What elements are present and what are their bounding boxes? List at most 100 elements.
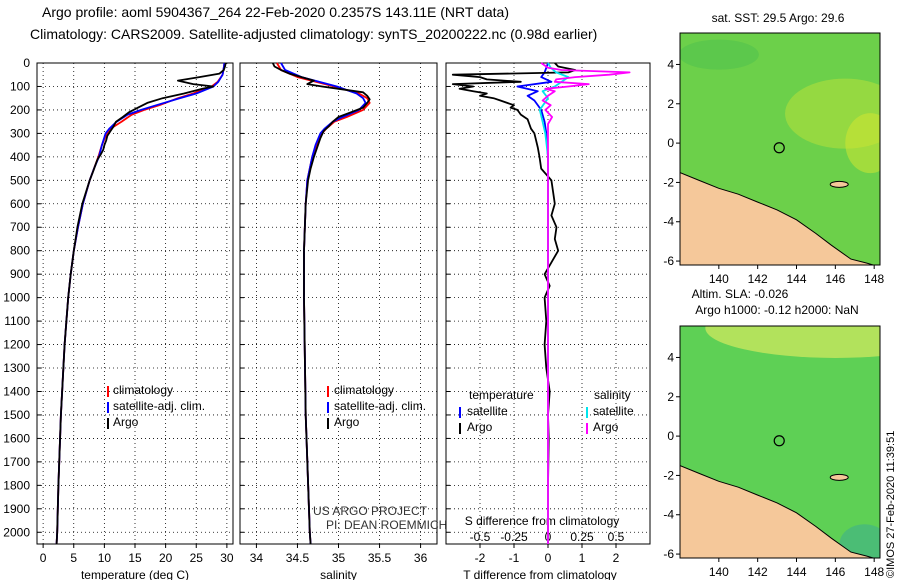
map-content-map-sla bbox=[680, 326, 880, 558]
x-axis-label-difference: T difference from climatology bbox=[463, 568, 617, 580]
annotation-pi: PI: DEAN ROEMMICH bbox=[326, 518, 447, 532]
depth-tick-label: 1300 bbox=[3, 361, 30, 375]
map-land-map-sla bbox=[680, 465, 875, 558]
depth-tick-label: 500 bbox=[10, 173, 30, 187]
map-low-patch bbox=[839, 524, 880, 558]
x-tick-label-temperature: 0 bbox=[40, 551, 47, 565]
x-tick-label-difference: 2 bbox=[613, 551, 620, 565]
map-y-tick-label: 4 bbox=[667, 57, 674, 71]
x-tick-label-difference: 1 bbox=[579, 551, 586, 565]
map-y-tick-label: 4 bbox=[667, 350, 674, 364]
credit-text: ©IMOS 27-Feb-2020 11:39:51 bbox=[885, 431, 897, 578]
map-warm-patch bbox=[845, 113, 880, 174]
x-tick-label-temperature: 10 bbox=[98, 551, 112, 565]
series-line-difference-argo-temperature bbox=[451, 62, 577, 544]
depth-tick-label: 400 bbox=[10, 150, 30, 164]
map-x-tick-label: 146 bbox=[825, 272, 845, 286]
depth-tick-label: 1700 bbox=[3, 455, 30, 469]
map-y-tick-label: -4 bbox=[663, 508, 674, 522]
legend-label-salinity: Argo bbox=[334, 415, 360, 429]
depth-tick-label: 2000 bbox=[3, 525, 30, 539]
depth-tick-label: 1800 bbox=[3, 478, 30, 492]
map-x-tick-label: 140 bbox=[709, 272, 729, 286]
top-axis-label-difference: S difference from climatology bbox=[465, 514, 620, 528]
legend-label-temperature: climatology bbox=[113, 383, 173, 397]
depth-tick-label: 900 bbox=[10, 267, 30, 281]
map-x-tick-label: 140 bbox=[709, 565, 729, 579]
depth-tick-label: 1900 bbox=[3, 502, 30, 516]
x-tick-label-temperature: 30 bbox=[220, 551, 234, 565]
map-x-tick-label: 146 bbox=[825, 565, 845, 579]
depth-tick-label: 1200 bbox=[3, 338, 30, 352]
map-island-map-sst bbox=[829, 180, 849, 188]
figure-title-line1: Argo profile: aoml 5904367_264 22-Feb-20… bbox=[42, 4, 509, 20]
legend-label-temperature: satellite-adj. clim. bbox=[113, 399, 205, 413]
map-island-map-sla bbox=[829, 473, 849, 481]
map-frame-map-sla bbox=[679, 325, 881, 559]
map-warm-patch bbox=[785, 78, 880, 149]
depth-tick-label: 300 bbox=[10, 126, 30, 140]
map-title-sst: sat. SST: 29.5 Argo: 29.6 bbox=[712, 11, 845, 25]
x-tick-label-salinity: 35 bbox=[332, 551, 346, 565]
map-x-tick-label: 148 bbox=[864, 565, 884, 579]
legend-label-temperature: Argo bbox=[113, 415, 139, 429]
x-tick-label-temperature: 20 bbox=[159, 551, 173, 565]
x-axis-label-salinity: salinity bbox=[320, 568, 357, 580]
depth-tick-label: 1100 bbox=[4, 314, 30, 328]
legend-label-salinity: climatology bbox=[334, 383, 394, 397]
map-y-tick-label: -2 bbox=[663, 468, 674, 482]
map-y-tick-label: -6 bbox=[663, 547, 674, 561]
map-land-map-sst bbox=[680, 172, 875, 265]
map-y-tick-label: 2 bbox=[667, 97, 674, 111]
map-y-tick-label: 0 bbox=[667, 136, 674, 150]
series-line-difference-argo-salinity bbox=[540, 62, 631, 544]
map-y-tick-label: 2 bbox=[667, 390, 674, 404]
depth-tick-label: 1600 bbox=[3, 431, 30, 445]
depth-tick-label: 200 bbox=[10, 103, 30, 117]
x-tick-label-difference: -1 bbox=[509, 551, 520, 565]
map-cool-patch bbox=[680, 39, 759, 70]
top-tick-label-difference: -0.5 bbox=[470, 530, 491, 544]
map-content-map-sst bbox=[680, 33, 880, 265]
top-tick-label-difference: 0.25 bbox=[570, 530, 594, 544]
map-y-tick-label: -4 bbox=[663, 215, 674, 229]
legend-label-salinity: satellite-adj. clim. bbox=[334, 399, 426, 413]
x-tick-label-salinity: 34 bbox=[250, 551, 264, 565]
map-y-tick-label: -2 bbox=[663, 175, 674, 189]
map-y-tick-label: -6 bbox=[663, 254, 674, 268]
depth-tick-label: 1500 bbox=[3, 408, 30, 422]
depth-tick-label: 1000 bbox=[3, 291, 30, 305]
legend-label-difference: Argo bbox=[467, 420, 493, 434]
map-x-tick-label: 142 bbox=[748, 565, 768, 579]
depth-tick-label: 1400 bbox=[3, 384, 30, 398]
map-frame-map-sst bbox=[679, 32, 881, 266]
x-tick-label-salinity: 35.5 bbox=[368, 551, 392, 565]
x-tick-label-salinity: 36 bbox=[414, 551, 428, 565]
map-x-tick-label: 144 bbox=[786, 565, 806, 579]
series-line-temperature-argo bbox=[55, 62, 227, 545]
x-tick-label-temperature: 5 bbox=[70, 551, 77, 565]
series-line-salinity-argo bbox=[271, 62, 371, 545]
annotation-project: US ARGO PROJECT bbox=[313, 504, 428, 518]
figure-title-line2: Climatology: CARS2009. Satellite-adjuste… bbox=[30, 26, 598, 42]
map-high-patch bbox=[705, 326, 880, 358]
top-tick-label-difference: -0.25 bbox=[500, 530, 528, 544]
legend-label-difference: Argo bbox=[593, 420, 619, 434]
map-title-sla-line2: Argo h1000: -0.12 h2000: NaN bbox=[695, 303, 858, 317]
depth-tick-label: 700 bbox=[10, 220, 30, 234]
map-x-tick-label: 142 bbox=[748, 272, 768, 286]
x-tick-label-difference: 0 bbox=[545, 551, 552, 565]
map-y-tick-label: 0 bbox=[667, 429, 674, 443]
legend-label-difference: satellite bbox=[467, 404, 508, 418]
x-tick-label-salinity: 34.5 bbox=[286, 551, 310, 565]
argo-position-marker-map-sla bbox=[773, 435, 785, 447]
legend-header-temperature: temperature bbox=[469, 388, 534, 402]
x-tick-label-temperature: 15 bbox=[128, 551, 142, 565]
depth-tick-label: 800 bbox=[10, 244, 30, 258]
top-tick-label-difference: 0.5 bbox=[608, 530, 625, 544]
map-x-tick-label: 148 bbox=[864, 272, 884, 286]
x-tick-label-difference: -2 bbox=[475, 551, 486, 565]
depth-tick-label: 0 bbox=[23, 56, 30, 70]
x-tick-label-temperature: 25 bbox=[190, 551, 204, 565]
x-axis-label-temperature: temperature (deg C) bbox=[81, 568, 189, 580]
